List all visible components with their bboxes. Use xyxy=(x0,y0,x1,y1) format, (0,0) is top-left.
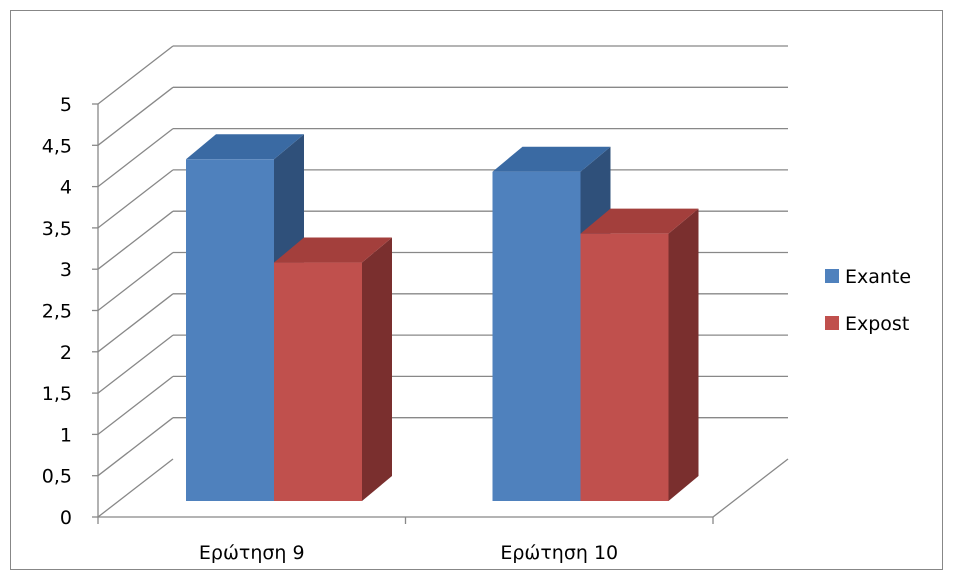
gridline-diagonal xyxy=(97,210,174,270)
bar-top-exante xyxy=(492,146,611,172)
y-tick-label: 1,5 xyxy=(42,383,72,405)
legend: Exante Expost xyxy=(825,266,911,335)
gridline-diagonal xyxy=(97,169,174,229)
y-tick-label: 3,5 xyxy=(42,218,72,240)
axes xyxy=(92,103,789,524)
chart-border xyxy=(10,10,943,570)
y-tick-label: 5 xyxy=(60,94,72,116)
legend-swatch-expost xyxy=(825,316,839,330)
y-tick-label: 4 xyxy=(60,177,72,199)
bar-top-expost xyxy=(274,237,392,263)
gridline-diagonal xyxy=(97,293,174,353)
y-tick-label: 1 xyxy=(60,424,72,446)
bar-exante xyxy=(492,171,581,501)
x-tick-label: Ερώτηση 9 xyxy=(199,542,305,564)
bar-side-expost xyxy=(668,208,699,501)
gridline-diagonal xyxy=(97,45,174,105)
gridline-diagonal xyxy=(97,251,174,312)
y-tick-label: 0,5 xyxy=(42,466,72,488)
gridline-diagonal xyxy=(97,417,174,477)
floor-right-edge xyxy=(712,458,789,518)
gridline-diagonal xyxy=(97,86,174,146)
y-tick-label: 2,5 xyxy=(42,301,72,323)
gridline-diagonal xyxy=(97,334,174,394)
y-tick-label: 3 xyxy=(60,259,72,281)
floor-left-edge xyxy=(97,458,174,518)
legend-label-exante: Exante xyxy=(845,266,911,288)
bar-side-expost xyxy=(362,237,392,502)
gridline-diagonal xyxy=(97,128,174,188)
bar-expost xyxy=(580,233,669,501)
legend-label-expost: Expost xyxy=(845,313,909,335)
bar-top-exante xyxy=(186,134,304,160)
gridline-diagonal xyxy=(97,375,174,435)
x-tick-label: Ερώτηση 10 xyxy=(500,542,618,564)
bar-expost xyxy=(274,262,362,501)
y-tick-label: 0 xyxy=(60,507,72,529)
y-tick-label: 2 xyxy=(60,342,72,364)
bars xyxy=(186,134,699,502)
axis-labels: 0 0,5 1 1,5 2 2,5 3 3,5 4 4,5 5 Ερώτηση 9 Ερώτηση 10 xyxy=(42,94,618,564)
y-tick-label: 4,5 xyxy=(42,135,72,157)
legend-swatch-exante xyxy=(825,269,839,283)
bar-top-expost xyxy=(580,208,699,234)
bar-exante xyxy=(186,159,274,502)
